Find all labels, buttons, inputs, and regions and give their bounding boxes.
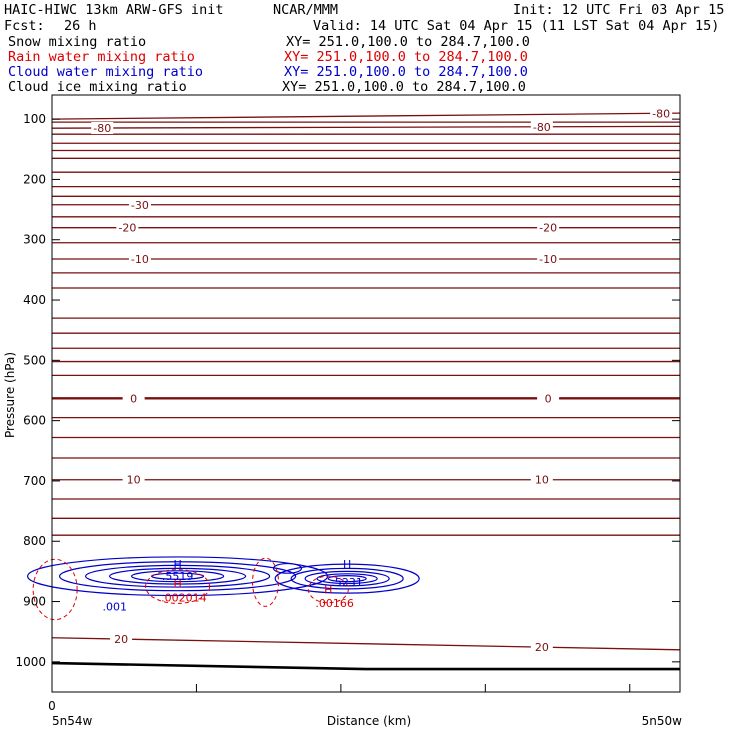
isotherm-label: -80	[652, 107, 670, 120]
init-time: Init: 12 UTC Fri 03 Apr 15	[513, 2, 725, 18]
rain-water-label: H	[173, 577, 181, 590]
isotherm-label: -20	[539, 222, 557, 235]
isotherm-label-bg	[122, 392, 145, 405]
field-name-cloud-water: Cloud water mixing ratio	[8, 64, 204, 80]
cloud-water-contours	[27, 556, 420, 597]
field-name-rain: Rain water mixing ratio	[8, 49, 195, 65]
isotherm-label: -80	[93, 122, 111, 135]
rain-water-label: H	[324, 583, 332, 596]
isotherm-label: 20	[114, 633, 128, 646]
x-right-location: 5n50w	[642, 714, 683, 728]
rain-water-label: .00166	[315, 597, 354, 610]
field-xy-rain: XY= 251.0,100.0 to 284.7,100.0	[284, 49, 528, 65]
plot-frame	[51, 94, 681, 693]
isotherm-label: -10	[131, 253, 149, 266]
y-tick-label: 600	[23, 414, 46, 428]
isotherm-line-20	[51, 637, 681, 651]
isotherm-label-bg	[537, 392, 560, 405]
cloud-water-label: .5231	[331, 576, 363, 589]
fcst-label: Fcst:	[4, 18, 45, 34]
rain-water-contour	[252, 557, 280, 607]
cloud-water-contour	[316, 573, 378, 585]
valid-time: Valid: 14 UTC Sat 04 Apr 15 (11 LST Sat …	[313, 18, 720, 34]
isotherm-label: 10	[535, 474, 549, 487]
rain-water-contour	[32, 558, 78, 621]
cloud-water-contour	[327, 575, 367, 583]
y-tick-label: 300	[23, 233, 46, 247]
isotherm-label: -30	[131, 199, 149, 212]
cloud-water-label: H	[343, 558, 351, 571]
isotherm-label: -80	[533, 121, 551, 134]
y-axis-label: Pressure (hPa)	[3, 352, 17, 438]
rain-water-contours	[32, 557, 349, 621]
isotherm-label-bg	[122, 473, 145, 486]
x-left-location: 5n54w	[52, 714, 93, 728]
field-xy-cloud-ice: XY= 251.0,100.0 to 284.7,100.0	[282, 79, 526, 95]
isotherm-label-bg	[128, 253, 151, 266]
isotherm-label: 0	[545, 392, 552, 405]
y-tick-label: 400	[23, 293, 46, 307]
rain-water-contour	[145, 569, 211, 604]
y-tick-label: 800	[23, 534, 46, 548]
field-name-cloud-ice: Cloud ice mixing ratio	[8, 79, 187, 95]
field-xy-cloud-water: XY= 251.0,100.0 to 284.7,100.0	[284, 64, 528, 80]
cloud-water-contour	[131, 570, 225, 583]
isotherm-label-bg	[91, 122, 114, 135]
y-tick-label: 500	[23, 353, 46, 367]
cloud-water-contour	[85, 564, 271, 588]
isotherm-line--80	[51, 125, 681, 129]
field-xy-snow: XY= 251.0,100.0 to 284.7,100.0	[286, 34, 530, 50]
isotherm-label: -10	[539, 253, 557, 266]
field-name-snow: Snow mixing ratio	[8, 34, 147, 50]
y-tick-label: 1000	[15, 655, 46, 669]
isotherm-label: 20	[535, 641, 549, 654]
isotherm-line--80	[51, 112, 681, 120]
fcst-value: 26 h	[64, 18, 97, 34]
model-title: HAIC-HIWC 13km ARW-GFS init	[4, 2, 224, 18]
isotherm-label-bg	[650, 107, 673, 120]
isotherm-label-bg	[530, 473, 553, 486]
cloud-water-contour	[290, 567, 404, 590]
isotherm-label-bg	[116, 221, 139, 234]
cloud-water-label: .001	[103, 600, 128, 613]
y-tick-label: 900	[23, 595, 46, 609]
isotherm-label-bg	[110, 633, 133, 646]
x-axis-label: Distance (km)	[327, 714, 411, 728]
isotherm-label-bg	[530, 120, 553, 133]
isotherm-label-bg	[537, 221, 560, 234]
cloud-water-contour	[272, 562, 303, 574]
cloud-water-contour	[151, 572, 205, 580]
rain-water-contour	[307, 575, 349, 604]
x-start-label: 0	[48, 699, 56, 713]
cloud-water-label: H	[173, 558, 181, 571]
isotherm-label: 0	[130, 392, 137, 405]
temperature-contours	[51, 112, 681, 651]
isotherm-label-bg	[530, 641, 553, 654]
surface-line	[51, 661, 680, 671]
y-tick-label: 700	[23, 474, 46, 488]
y-tick-label: 200	[23, 172, 46, 186]
cloud-water-label: .5519	[162, 570, 194, 583]
isotherm-label-bg	[537, 253, 560, 266]
y-tick-label: 100	[23, 112, 46, 126]
org-label: NCAR/MMM	[273, 2, 339, 18]
surface-terrain	[51, 661, 680, 671]
rain-water-label: .002014	[161, 591, 207, 604]
isotherm-label: 10	[127, 474, 141, 487]
cloud-water-contour	[59, 561, 297, 592]
cloud-water-contour	[109, 567, 247, 585]
isotherm-label: -20	[118, 222, 136, 235]
isotherm-label-bg	[128, 198, 151, 211]
